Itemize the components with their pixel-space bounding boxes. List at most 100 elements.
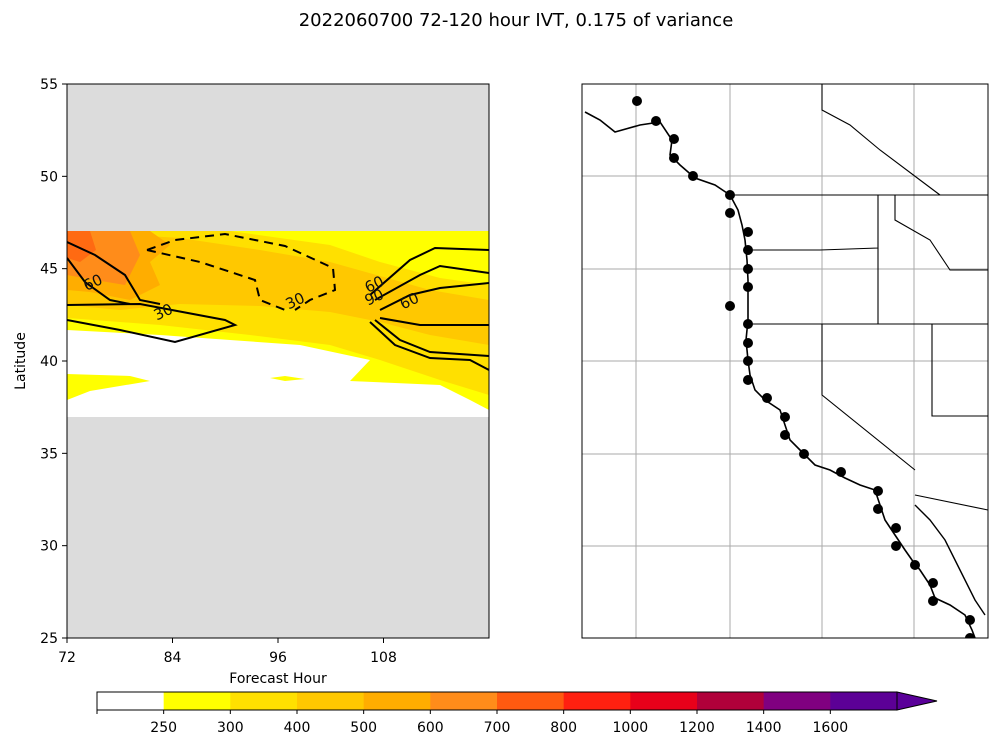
map-point [836,467,846,477]
contour-60-right [374,264,489,301]
colorbar-swatch [163,692,231,710]
chart-title: 2022060700 72-120 hour IVT, 0.175 of var… [299,10,734,31]
ivt-fill-250-south [67,374,150,400]
x-tick-label: 84 [164,650,182,666]
colorbar-swatch [297,692,365,710]
y-tick-label: 45 [40,262,58,278]
map-point [762,393,772,403]
map-point [928,596,938,606]
map-borders [730,84,988,511]
left-y-ticks: 25 30 35 40 45 50 55 [40,77,67,647]
map-point [965,615,975,625]
colorbar-label: 1400 [746,720,782,736]
map-point [743,245,753,255]
colorbar-extend-arrow [896,691,938,711]
left-x-ticks: 72 84 96 108 [58,638,397,666]
y-tick-label: 40 [40,354,58,370]
border-idaho-mt [894,195,988,271]
contour-30-right-lower [369,321,489,371]
map-point [780,430,790,440]
map-coastline [584,111,976,638]
colorbar-swatch [630,692,698,710]
map-point [743,264,753,274]
map-point [725,301,735,311]
y-tick-label: 25 [40,631,58,647]
x-axis-label: Forecast Hour [229,671,327,687]
map-point [891,541,901,551]
map-point [799,449,809,459]
colorbar-label: 1200 [679,720,715,736]
colorbar-label: 700 [484,720,511,736]
colorbar: 250 300 400 500 600 700 800 1000 1200 1400 1600 [96,691,938,736]
left-panel-missing-upper [67,84,489,231]
map-point [743,227,753,237]
y-tick-label: 35 [40,446,58,462]
ivt-fill-400 [67,231,489,345]
contour-90-right-lower [379,317,489,326]
colorbar-label: 300 [217,720,244,736]
map-point [780,412,790,422]
map-point [743,356,753,366]
colorbar-swatch [97,692,165,710]
border-nv-az [931,324,988,417]
ivt-fill-250-spot [270,376,305,381]
right-panel-frame [581,83,989,639]
contour-60-right-lower [374,319,489,357]
colorbar-swatch [763,692,831,710]
left-panel-missing-lower [67,417,489,638]
map-point [669,134,679,144]
colorbar-swatch [563,692,631,710]
ivt-filled-contours [67,231,489,410]
colorbar-label: 1600 [813,720,849,736]
y-axis-label: Latitude [13,332,29,390]
map-gulf-coast [914,504,986,616]
colorbar-label: 400 [284,720,311,736]
map-point [928,578,938,588]
map-point [669,153,679,163]
colorbar-swatch [830,692,898,710]
y-tick-label: 50 [40,169,58,185]
map-point [965,633,975,638]
colorbar-swatch [497,692,565,710]
map-point [651,116,661,126]
map-point [743,319,753,329]
map-point [910,560,920,570]
map-gridlines [582,84,988,638]
y-tick-label: 55 [40,77,58,93]
contour-30-right [369,246,489,296]
contour-90-right [379,282,489,311]
ivt-fill-700 [67,231,96,262]
border-wa-or [748,195,879,251]
colorbar-label: 1000 [613,720,649,736]
border-ca-nv [821,324,916,471]
map-point [688,171,698,181]
contour-90-left [67,257,131,305]
contour-30-outer [67,302,238,344]
ivt-line-contours [67,232,489,371]
x-tick-label: 96 [269,650,287,666]
x-tick-label: 72 [58,650,76,666]
y-tick-label: 30 [40,539,58,555]
contour-60-dashed [146,249,286,311]
map-point [873,486,883,496]
map-point [743,338,753,348]
right-panel-map [581,83,989,639]
colorbar-swatch [363,692,431,710]
colorbar-label: 250 [150,720,177,736]
border-canada-bc [821,84,941,196]
map-point [743,282,753,292]
colorbar-label: 500 [350,720,377,736]
map-point [725,208,735,218]
colorbar-label: 600 [417,720,444,736]
contour-60-left [67,241,161,305]
map-point [725,190,735,200]
map-point [632,96,642,106]
colorbar-swatch [697,692,765,710]
map-observation-points [632,96,975,638]
colorbar-label: 800 [550,720,577,736]
map-point [873,504,883,514]
colorbar-swatch [430,692,498,710]
colorbar-labels: 250 300 400 500 600 700 800 1000 1200 1400 1600 [96,710,849,736]
border-us-mexico [914,494,988,511]
